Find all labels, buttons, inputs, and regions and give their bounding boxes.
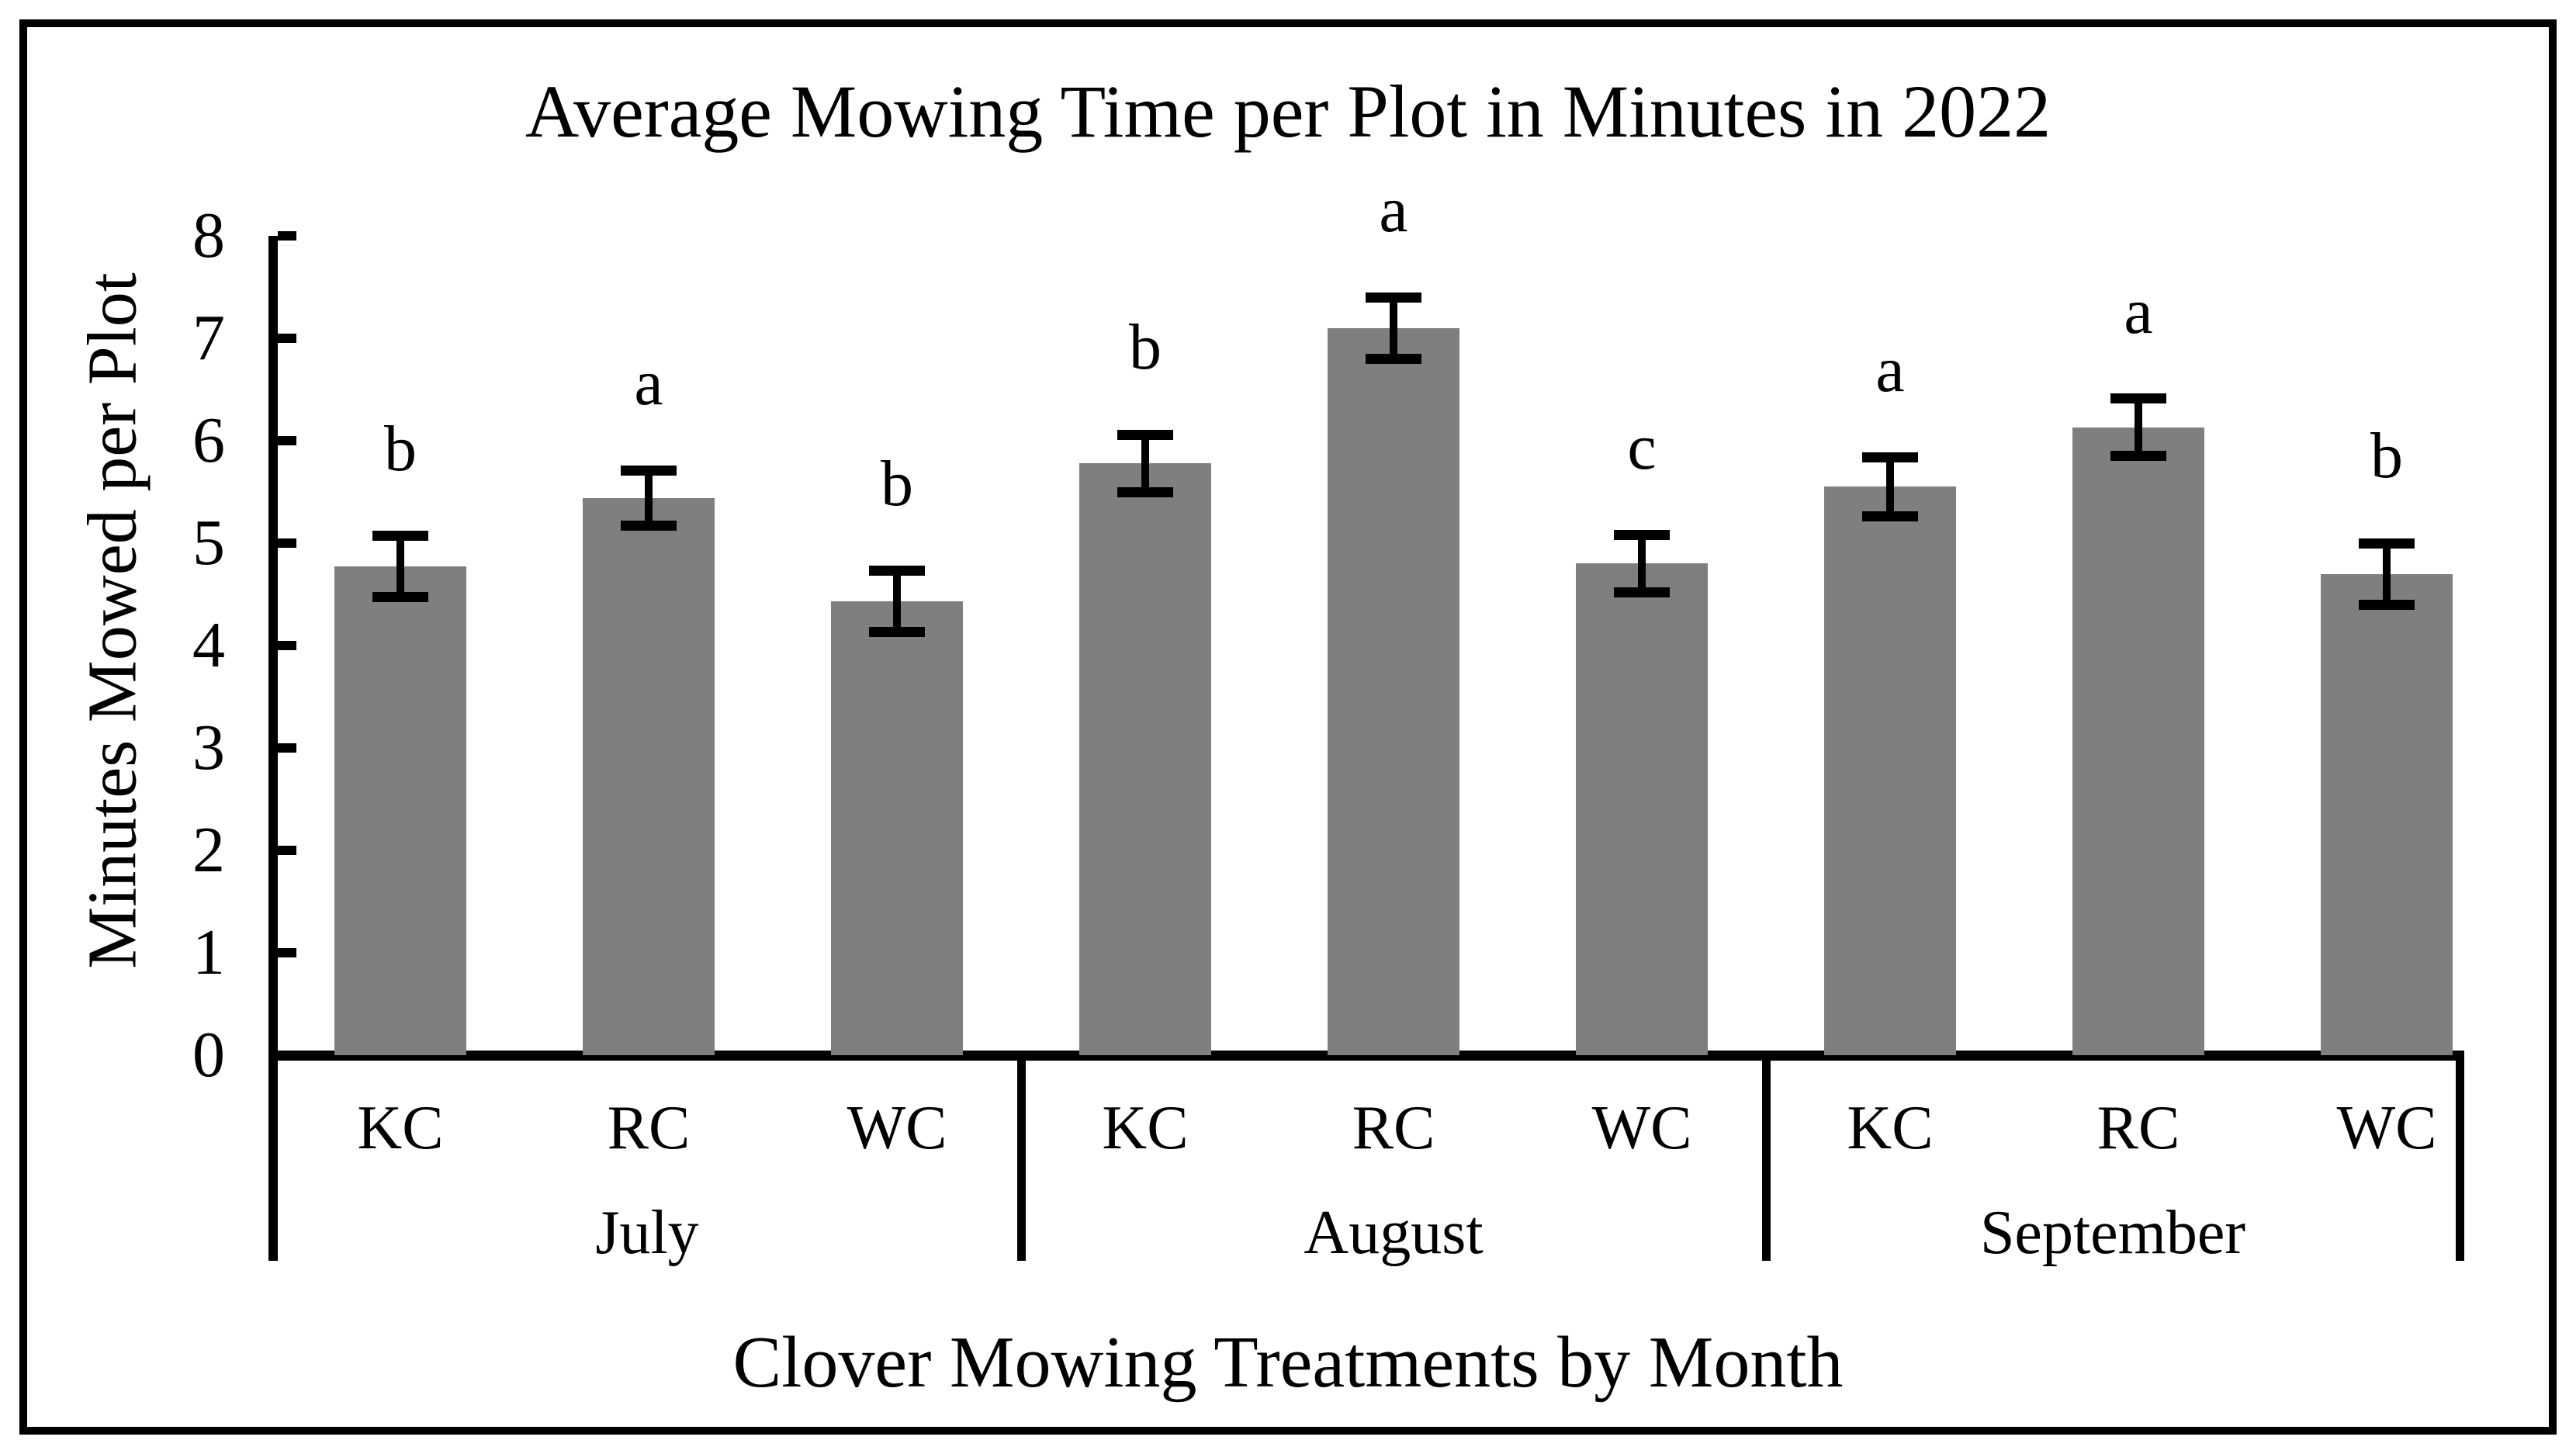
bar-july-wc [831, 601, 963, 1055]
x-tick-label-treatment: RC [607, 1094, 691, 1162]
y-tick-label: 7 [192, 302, 225, 374]
significance-letter: a [1379, 174, 1408, 246]
y-tick-label: 5 [192, 507, 225, 579]
significance-letter: a [634, 347, 663, 419]
y-tick [278, 538, 296, 548]
x-group-label-month: August [1304, 1199, 1484, 1267]
y-tick [278, 436, 296, 445]
x-tick-label-treatment: KC [357, 1094, 444, 1162]
error-bar-line [1141, 434, 1149, 492]
bar-september-rc [2072, 428, 2204, 1055]
error-bar-line [645, 470, 653, 525]
bar-august-wc [1576, 563, 1708, 1055]
error-bar-line [893, 571, 901, 632]
error-bar-cap-top [1862, 452, 1918, 462]
error-bar-cap-top [621, 466, 677, 476]
error-bar-cap-bottom [2359, 600, 2415, 610]
y-tick [278, 231, 296, 241]
error-bar-cap-bottom [1366, 354, 1421, 364]
group-divider [1762, 1055, 1771, 1261]
bar-september-kc [1824, 486, 1956, 1055]
error-bar-cap-bottom [1614, 587, 1670, 597]
significance-letter: c [1627, 411, 1657, 483]
x-tick-label-treatment: RC [1352, 1094, 1435, 1162]
group-divider [1017, 1055, 1026, 1261]
significance-letter: b [384, 413, 417, 485]
y-tick [278, 641, 296, 650]
bar-july-kc [334, 566, 466, 1055]
y-tick-label: 8 [192, 199, 225, 272]
chart-title: Average Mowing Time per Plot in Minutes … [525, 70, 2051, 153]
error-bar-cap-top [869, 566, 925, 576]
y-tick [278, 846, 296, 855]
y-tick-label: 2 [192, 814, 225, 886]
error-bar-cap-top [2359, 538, 2415, 549]
x-tick-label-treatment: RC [2096, 1094, 2180, 1162]
error-bar-line [2383, 543, 2391, 604]
x-group-label-month: September [1979, 1199, 2246, 1267]
error-bar-cap-top [372, 531, 428, 541]
error-bar-line [396, 536, 404, 597]
error-bar-cap-top [2110, 393, 2166, 403]
significance-letter: b [2370, 420, 2403, 492]
x-tick-label-treatment: KC [1102, 1094, 1189, 1162]
x-axis-title: Clover Mowing Treatments by Month [732, 1322, 1844, 1403]
error-bar-line [2135, 399, 2142, 456]
error-bar-cap-bottom [621, 521, 677, 531]
error-bar-cap-bottom [869, 627, 925, 637]
y-tick [278, 1051, 296, 1060]
x-tick-label-treatment: WC [2336, 1094, 2437, 1162]
bar-september-wc [2321, 574, 2453, 1055]
error-bar-cap-top [1366, 293, 1421, 303]
y-tick-label: 4 [192, 609, 225, 681]
y-tick-label: 0 [192, 1019, 225, 1091]
x-tick-label-treatment: WC [847, 1094, 947, 1162]
bar-july-rc [583, 498, 715, 1055]
significance-letter: b [1129, 311, 1162, 383]
significance-letter: b [881, 448, 913, 520]
y-axis-line [268, 236, 278, 1261]
error-bar-cap-top [1614, 530, 1670, 540]
error-bar-line [1638, 535, 1646, 592]
bar-august-rc [1328, 328, 1459, 1055]
error-bar-cap-bottom [1117, 487, 1173, 497]
error-bar-cap-bottom [1862, 511, 1918, 521]
y-tick [278, 948, 296, 957]
error-bar-line [1886, 457, 1894, 517]
error-bar-line [1390, 297, 1397, 358]
error-bar-cap-top [1117, 430, 1173, 440]
bar-august-kc [1079, 463, 1211, 1055]
y-tick-label: 1 [192, 916, 225, 988]
error-bar-cap-bottom [372, 592, 428, 602]
x-group-label-month: July [595, 1199, 699, 1267]
x-tick-label-treatment: WC [1591, 1094, 1692, 1162]
y-tick-label: 6 [192, 404, 225, 476]
error-bar-cap-bottom [2110, 451, 2166, 461]
group-divider [2456, 1055, 2464, 1261]
y-tick [278, 334, 296, 343]
x-tick-label-treatment: KC [1847, 1094, 1934, 1162]
y-tick-label: 3 [192, 711, 225, 784]
y-tick [278, 743, 296, 753]
significance-letter: a [1875, 334, 1905, 406]
significance-letter: a [2124, 275, 2153, 348]
